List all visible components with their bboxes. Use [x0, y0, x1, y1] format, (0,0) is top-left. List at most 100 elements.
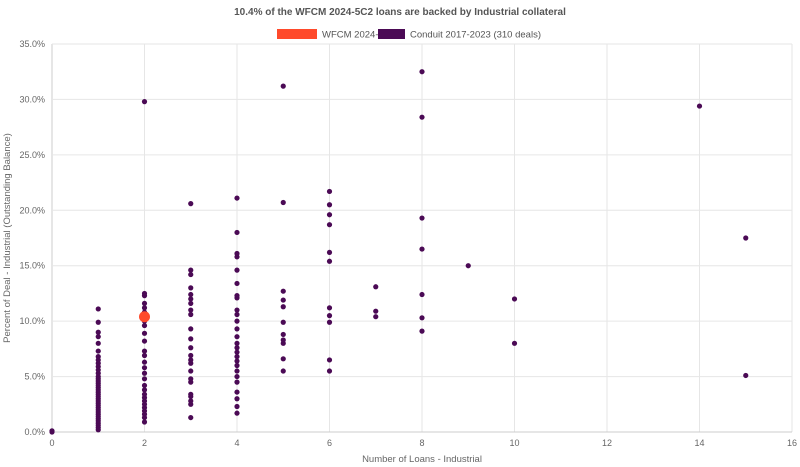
conduit-point[interactable] [234, 410, 240, 416]
conduit-point[interactable] [419, 215, 425, 221]
conduit-point[interactable] [326, 188, 333, 195]
conduit-point[interactable] [234, 195, 240, 201]
conduit-point[interactable] [141, 348, 148, 354]
conduit-point[interactable] [188, 311, 194, 318]
conduit-point[interactable] [280, 199, 286, 206]
conduit-point[interactable] [95, 348, 101, 354]
conduit-point[interactable] [188, 391, 194, 397]
conduit-point[interactable] [188, 291, 194, 298]
conduit-point[interactable] [326, 368, 333, 374]
conduit-point[interactable] [373, 284, 379, 290]
conduit-point[interactable] [141, 391, 148, 397]
conduit-point[interactable] [141, 330, 148, 336]
conduit-point[interactable] [141, 370, 148, 376]
conduit-point[interactable] [141, 352, 148, 359]
conduit-point[interactable] [95, 354, 101, 360]
conduit-point[interactable] [234, 345, 240, 351]
conduit-point[interactable] [326, 357, 333, 363]
conduit-point[interactable] [141, 382, 148, 389]
conduit-point[interactable] [234, 326, 240, 332]
conduit-point[interactable] [419, 328, 425, 334]
conduit-point[interactable] [188, 201, 194, 207]
conduit-point[interactable] [141, 300, 148, 307]
legend-item-conduit[interactable]: Conduit 2017-2023 (310 deals) [378, 29, 541, 41]
conduit-point[interactable] [95, 306, 101, 312]
legend-item-wfcm[interactable]: WFCM 2024-5C2 [277, 29, 396, 41]
conduit-point[interactable] [373, 314, 379, 320]
conduit-point[interactable] [326, 202, 333, 208]
conduit-point[interactable] [234, 368, 240, 374]
conduit-point[interactable] [280, 337, 286, 343]
conduit-point[interactable] [95, 329, 101, 335]
conduit-point[interactable] [234, 250, 240, 257]
conduit-point[interactable] [188, 398, 194, 404]
conduit-point[interactable] [141, 365, 148, 371]
conduit-point[interactable] [696, 103, 703, 109]
conduit-point[interactable] [95, 340, 101, 346]
conduit-point[interactable] [141, 99, 148, 105]
conduit-point[interactable] [234, 354, 240, 360]
conduit-point[interactable] [326, 258, 333, 264]
conduit-point[interactable] [188, 307, 194, 313]
conduit-point[interactable] [188, 300, 194, 307]
conduit-point[interactable] [234, 334, 240, 340]
conduit-point[interactable] [326, 212, 333, 218]
conduit-point[interactable] [234, 389, 240, 395]
conduit-point[interactable] [188, 336, 194, 342]
conduit-point[interactable] [188, 368, 194, 374]
conduit-point[interactable] [141, 290, 148, 297]
conduit-point[interactable] [234, 293, 240, 299]
conduit-point[interactable] [188, 296, 194, 302]
conduit-point[interactable] [141, 376, 148, 382]
conduit-point[interactable] [188, 357, 194, 363]
conduit-point[interactable] [280, 368, 286, 374]
conduit-point[interactable] [511, 340, 518, 346]
conduit-point[interactable] [234, 280, 240, 287]
conduit-point[interactable] [141, 419, 148, 425]
conduit-point[interactable] [326, 313, 333, 319]
conduit-point[interactable] [419, 114, 425, 120]
conduit-point[interactable] [188, 352, 194, 359]
conduit-point[interactable] [49, 428, 55, 434]
conduit-point[interactable] [234, 267, 240, 273]
conduit-point[interactable] [419, 69, 425, 75]
conduit-point[interactable] [234, 358, 240, 364]
conduit-point[interactable] [280, 319, 286, 325]
conduit-point[interactable] [280, 288, 286, 294]
conduit-point[interactable] [141, 359, 148, 365]
conduit-point[interactable] [141, 322, 148, 329]
conduit-point[interactable] [373, 308, 379, 314]
conduit-point[interactable] [280, 331, 286, 338]
conduit-point[interactable] [326, 305, 333, 311]
conduit-point[interactable] [95, 319, 101, 325]
conduit-point[interactable] [511, 296, 518, 302]
conduit-point[interactable] [234, 362, 240, 369]
conduit-point[interactable] [326, 249, 333, 256]
conduit-point[interactable] [326, 319, 333, 325]
conduit-point[interactable] [743, 235, 749, 241]
conduit-point[interactable] [234, 229, 240, 236]
conduit-point[interactable] [234, 311, 240, 318]
conduit-point[interactable] [188, 345, 194, 351]
conduit-point[interactable] [234, 349, 240, 355]
conduit-point[interactable] [280, 297, 286, 303]
conduit-point[interactable] [188, 267, 194, 273]
conduit-point[interactable] [141, 338, 148, 344]
conduit-point[interactable] [188, 285, 194, 291]
conduit-point[interactable] [188, 376, 194, 382]
conduit-point[interactable] [280, 304, 286, 310]
conduit-point[interactable] [280, 356, 286, 362]
conduit-point[interactable] [141, 305, 148, 311]
conduit-point[interactable] [234, 403, 240, 410]
conduit-point[interactable] [280, 83, 286, 89]
conduit-point[interactable] [234, 340, 240, 346]
conduit-point[interactable] [234, 396, 240, 402]
conduit-point[interactable] [419, 246, 425, 252]
conduit-point[interactable] [465, 263, 471, 269]
conduit-point[interactable] [95, 334, 101, 340]
conduit-point[interactable] [326, 222, 333, 228]
conduit-point[interactable] [234, 318, 240, 324]
conduit-point[interactable] [419, 315, 425, 321]
conduit-point[interactable] [188, 414, 194, 421]
conduit-point[interactable] [188, 326, 194, 332]
